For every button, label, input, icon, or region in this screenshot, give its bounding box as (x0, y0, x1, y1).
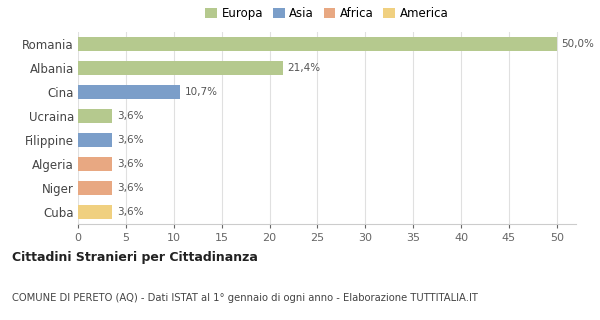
Bar (78, 85, 181, 99)
Text: 3,6%: 3,6% (117, 183, 144, 193)
Bar (78, 181, 112, 195)
Text: Cittadini Stranieri per Cittadinanza: Cittadini Stranieri per Cittadinanza (12, 251, 258, 264)
Text: COMUNE DI PERETO (AQ) - Dati ISTAT al 1° gennaio di ogni anno - Elaborazione TUT: COMUNE DI PERETO (AQ) - Dati ISTAT al 1°… (12, 293, 478, 303)
Bar (78, 133, 112, 147)
Text: 3,6%: 3,6% (117, 159, 144, 169)
Text: 3,6%: 3,6% (117, 111, 144, 121)
Bar (78, 205, 112, 219)
Bar (78, 109, 112, 123)
Bar (78, 37, 557, 51)
Legend: Europa, Asia, Africa, America: Europa, Asia, Africa, America (203, 4, 451, 22)
Text: 3,6%: 3,6% (117, 135, 144, 145)
Bar (78, 61, 283, 75)
Text: 50,0%: 50,0% (562, 39, 595, 49)
Text: 21,4%: 21,4% (288, 63, 321, 73)
Bar (78, 157, 112, 171)
Text: 10,7%: 10,7% (185, 87, 218, 97)
Text: 3,6%: 3,6% (117, 207, 144, 217)
